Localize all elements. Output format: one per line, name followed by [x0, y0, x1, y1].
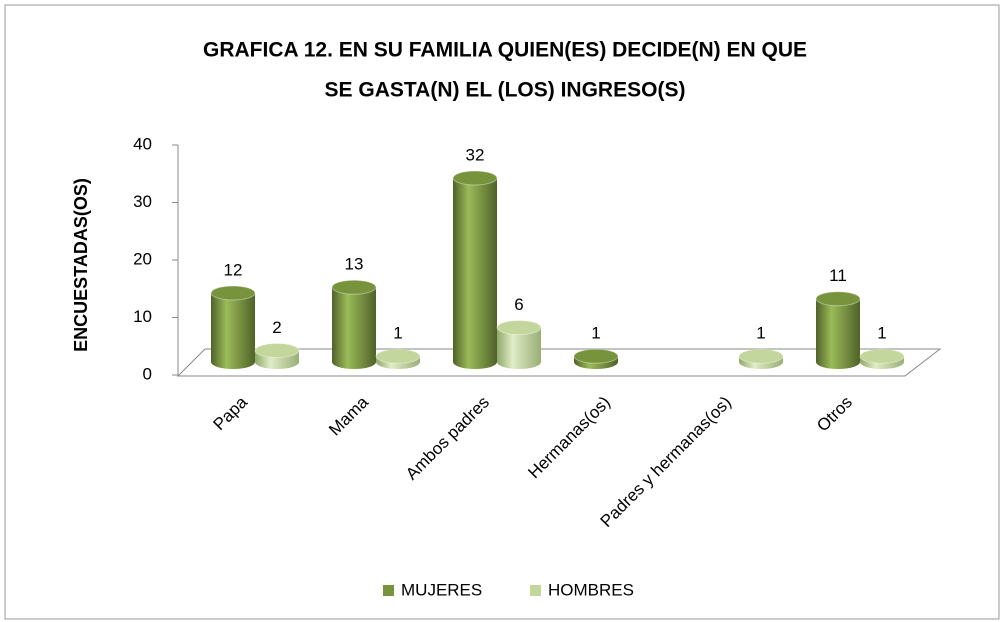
- bar: [738, 348, 784, 369]
- data-label: 1: [393, 324, 402, 343]
- y-tick-label: 30: [133, 192, 152, 211]
- y-axis-title: ENCUESTADAS(OS): [71, 178, 91, 352]
- bar: [331, 279, 377, 369]
- data-label: 13: [345, 255, 364, 274]
- y-tick-label: 10: [133, 307, 152, 326]
- y-tick-label: 20: [133, 249, 152, 268]
- bar: [573, 348, 619, 369]
- data-label: 2: [272, 318, 281, 337]
- bar-part: [210, 285, 256, 301]
- bar-part: [497, 327, 541, 369]
- bar-part: [815, 291, 861, 307]
- legend-label: MUJERES: [401, 580, 482, 599]
- bar-part: [453, 178, 497, 369]
- bar: [375, 348, 421, 369]
- bar-part: [496, 320, 542, 335]
- data-label: 1: [591, 324, 600, 343]
- bar: [254, 343, 300, 369]
- chart-title: GRAFICA 12. EN SU FAMILIA QUIEN(ES) DECI…: [203, 39, 807, 62]
- data-label: 12: [224, 260, 243, 279]
- legend-swatch: [383, 585, 394, 596]
- bar: [496, 320, 542, 369]
- data-label: 6: [514, 295, 523, 314]
- chart-title: SE GASTA(N) EL (LOS) INGRESO(S): [325, 79, 686, 102]
- data-label: 11: [829, 266, 847, 285]
- legend-swatch: [530, 585, 541, 596]
- bar-part: [375, 348, 421, 364]
- bar-part: [332, 287, 376, 369]
- bar: [210, 285, 256, 369]
- bar-part: [452, 170, 498, 186]
- y-tick-label: 40: [133, 134, 152, 153]
- legend-label: HOMBRES: [548, 580, 634, 599]
- bar: [815, 291, 861, 369]
- bar: [452, 170, 498, 369]
- data-label: 32: [466, 145, 485, 164]
- bar: [859, 348, 905, 369]
- bar-part: [859, 348, 905, 364]
- bar-part: [816, 298, 860, 369]
- bar-part: [211, 293, 255, 369]
- bar-part: [573, 348, 619, 364]
- y-tick-label: 0: [143, 364, 152, 383]
- bar-part: [331, 279, 377, 295]
- data-label: 1: [756, 324, 765, 343]
- data-label: 1: [877, 324, 886, 343]
- bar-part: [254, 343, 300, 358]
- bar-part: [738, 348, 784, 364]
